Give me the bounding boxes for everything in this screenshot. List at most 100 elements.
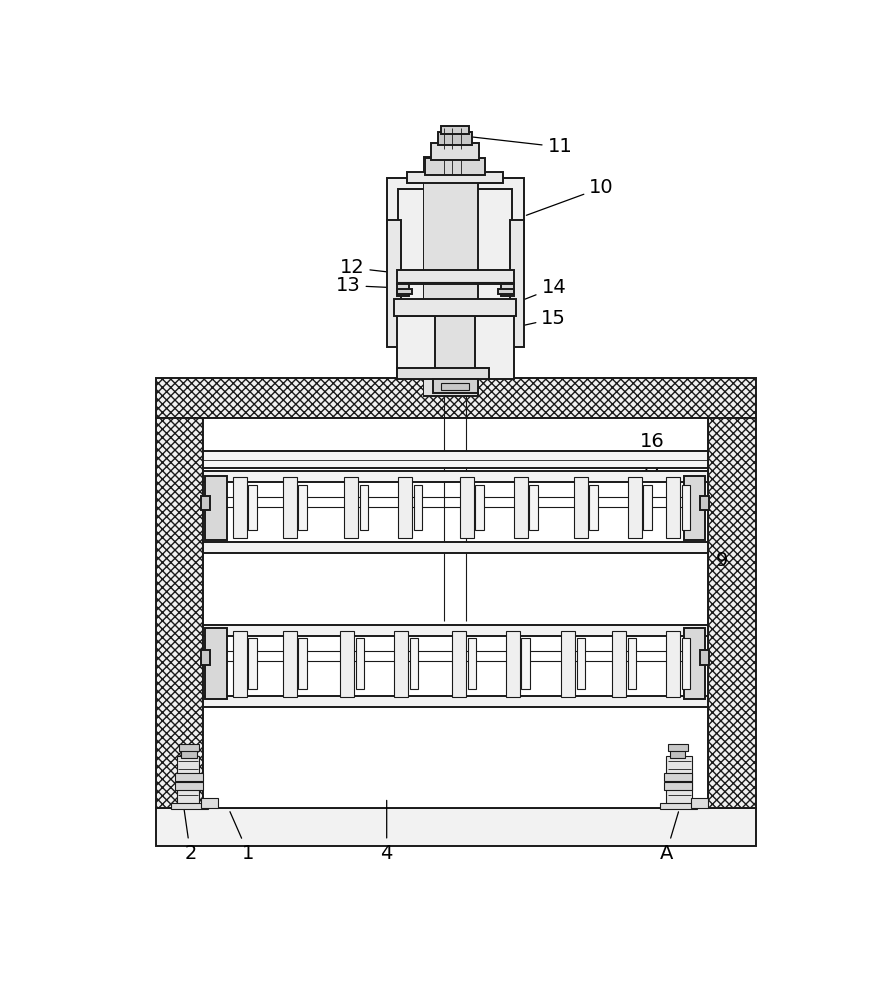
Bar [387,178,524,239]
Text: 10: 10 [526,178,613,215]
Bar [670,750,685,758]
Bar [201,798,218,808]
Bar [589,485,597,530]
Bar [204,625,708,636]
Bar [344,477,358,538]
Bar [407,172,503,183]
Bar [340,631,355,697]
Bar [233,631,246,697]
Bar [181,750,196,758]
Text: 15: 15 [515,309,566,328]
Bar [476,316,514,379]
Bar [684,476,706,540]
Bar [453,631,466,697]
Bar [468,638,476,689]
Bar [204,418,708,808]
Bar [396,316,436,379]
Bar [501,284,514,296]
Bar [175,782,203,790]
Bar [666,756,693,808]
Bar [708,418,756,808]
Bar [424,158,477,395]
Bar [613,631,626,697]
Bar [514,477,527,538]
Bar [506,631,520,697]
Bar [156,808,756,846]
Bar [396,284,409,296]
Bar [201,650,211,665]
Bar [156,418,204,808]
Bar [664,773,692,781]
Bar [233,477,246,538]
Bar [204,471,708,482]
Text: A: A [660,812,678,863]
Bar [156,378,756,418]
Text: 11: 11 [461,136,573,156]
Bar [476,485,484,530]
Bar [433,379,477,393]
Bar [701,650,709,665]
Bar [395,299,516,316]
Bar [438,132,472,145]
Bar [628,638,637,689]
Bar [577,638,585,689]
Bar [298,638,307,689]
Bar [204,451,708,468]
Text: 17: 17 [640,457,698,487]
Bar [410,638,418,689]
Bar [684,628,706,699]
Bar [171,803,208,809]
Bar [628,477,642,538]
Bar [398,189,512,339]
Bar [205,628,227,699]
Bar [682,485,690,530]
Text: 4: 4 [380,800,393,863]
Bar [441,126,469,134]
Text: 2: 2 [183,802,196,863]
Bar [522,638,530,689]
Bar [666,477,680,538]
Bar [175,773,203,781]
Bar [398,477,412,538]
Bar [395,631,408,697]
Bar [701,496,709,510]
Bar [204,696,708,707]
Bar [298,485,307,530]
Bar [387,220,401,347]
Bar [396,368,489,379]
Circle shape [669,771,690,793]
Bar [201,496,211,510]
Bar [283,631,297,697]
Bar [248,638,257,689]
Bar [573,477,588,538]
Bar [643,485,652,530]
Bar [460,477,474,538]
Text: 1: 1 [230,812,254,863]
Text: 12: 12 [340,258,404,277]
Bar [660,803,697,809]
Bar [177,756,199,808]
Bar [248,485,257,530]
Bar [205,476,227,540]
Bar [666,631,680,697]
Bar [356,638,364,689]
Bar [529,485,538,530]
Bar [431,143,479,160]
Bar [682,638,690,689]
Text: 14: 14 [517,278,566,302]
Bar [204,542,708,553]
Text: 13: 13 [336,276,396,295]
Text: 9: 9 [716,551,728,570]
Bar [179,744,199,751]
Bar [396,270,514,284]
Bar [510,220,524,347]
Bar [396,289,412,294]
Text: 16: 16 [637,432,665,456]
Bar [664,782,692,790]
Bar [441,383,469,390]
Bar [283,477,297,538]
Bar [425,158,485,175]
Bar [562,631,575,697]
Bar [413,485,422,530]
Bar [424,157,477,396]
